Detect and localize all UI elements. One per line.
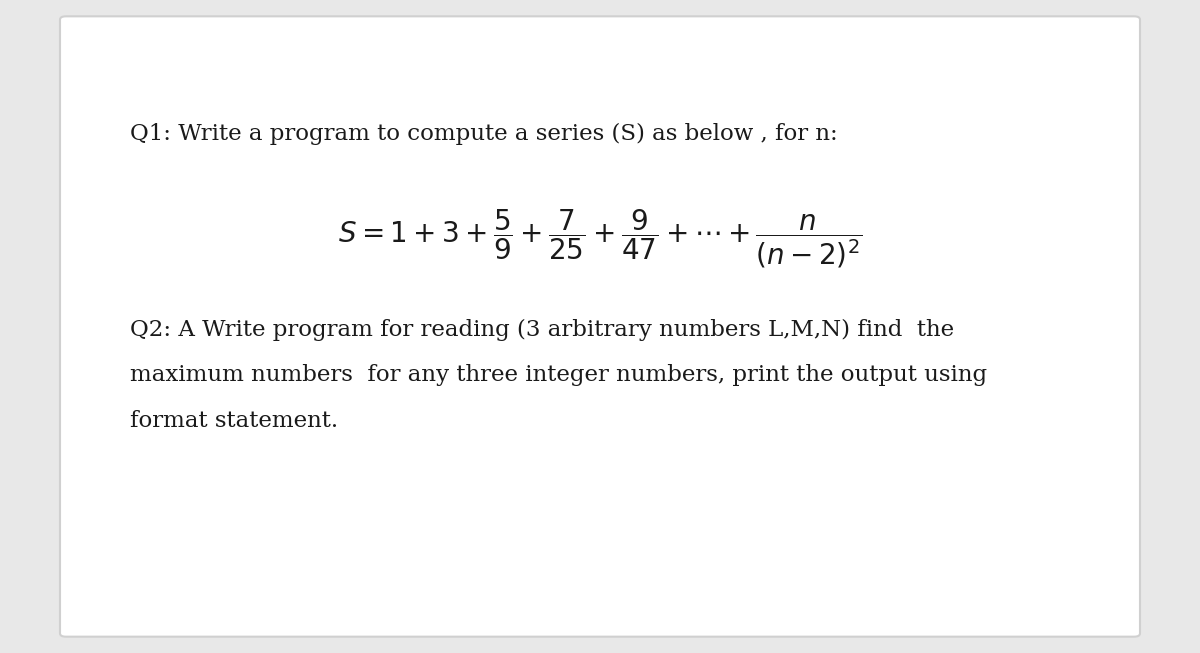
Text: Q1: Write a program to compute a series (S) as below , for n:: Q1: Write a program to compute a series … — [130, 123, 838, 145]
Text: format statement.: format statement. — [130, 410, 337, 432]
Text: $S = 1 + 3 + \dfrac{5}{9} + \dfrac{7}{25} + \dfrac{9}{47} + \cdots + \dfrac{n}{(: $S = 1 + 3 + \dfrac{5}{9} + \dfrac{7}{25… — [338, 207, 862, 270]
Text: Q2: A Write program for reading (3 arbitrary numbers L,M,N) find  the: Q2: A Write program for reading (3 arbit… — [130, 319, 954, 341]
Text: maximum numbers  for any three integer numbers, print the output using: maximum numbers for any three integer nu… — [130, 364, 986, 387]
FancyBboxPatch shape — [60, 16, 1140, 637]
